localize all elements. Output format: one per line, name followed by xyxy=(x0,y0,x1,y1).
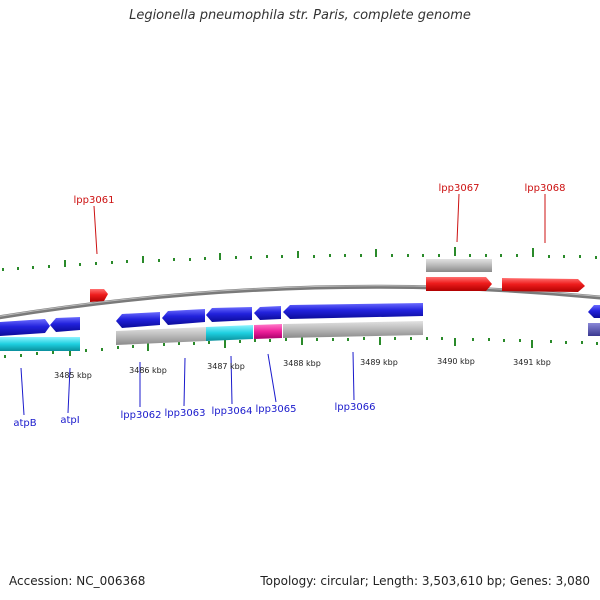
gene-atpB-rna[interactable] xyxy=(0,337,80,351)
reverse-features xyxy=(0,303,600,351)
rna-track-cyan xyxy=(206,325,253,341)
bottom-gene-labels: atpB atpI lpp3062 lpp3063 lpp3064 lpp306… xyxy=(13,402,375,429)
rna-track-grey-1 xyxy=(116,327,206,345)
gene-lpp3066-arrow[interactable] xyxy=(283,303,423,319)
rna-track-magenta xyxy=(254,324,282,339)
scale-label: 3487 kbp xyxy=(207,362,245,371)
label-lpp3066[interactable]: lpp3066 xyxy=(335,402,376,413)
gene-lpp3064-arrow[interactable] xyxy=(206,307,252,322)
gene-edge-arrow[interactable] xyxy=(588,305,600,318)
scale-label: 3486 kbp xyxy=(129,366,167,375)
rna-track-grey-2 xyxy=(283,321,423,338)
label-lpp3063[interactable]: lpp3063 xyxy=(165,408,206,419)
label-leaders xyxy=(20,193,546,416)
scale-label: 3488 kbp xyxy=(283,359,321,368)
scale-label: 3490 kbp xyxy=(437,357,475,366)
gene-lpp3068-arrow[interactable] xyxy=(502,278,585,292)
label-lpp3068[interactable]: lpp3068 xyxy=(525,183,566,194)
accession-label: Accession: NC_006368 xyxy=(9,574,146,588)
scale-label: 3489 kbp xyxy=(360,358,398,367)
gene-edge-purple[interactable] xyxy=(588,323,600,336)
scale-label: 3491 kbp xyxy=(513,358,551,367)
gene-atpI-arrow[interactable] xyxy=(50,317,80,332)
outer-tick-arc xyxy=(2,247,597,271)
label-lpp3061[interactable]: lpp3061 xyxy=(74,195,115,206)
topology-summary: Topology: circular; Length: 3,503,610 bp… xyxy=(260,574,590,588)
gene-lpp3067-rna[interactable] xyxy=(426,259,492,272)
inner-tick-arc xyxy=(4,337,598,358)
label-atpB[interactable]: atpB xyxy=(13,418,36,429)
scale-label: 3485 kbp xyxy=(54,371,92,380)
gene-lpp3067-arrow[interactable] xyxy=(426,277,492,291)
map-title: Legionella pneumophila str. Paris, compl… xyxy=(129,8,471,23)
gene-lpp3063-arrow[interactable] xyxy=(162,309,205,325)
label-lpp3067[interactable]: lpp3067 xyxy=(439,183,480,194)
forward-features xyxy=(90,259,585,302)
gene-lpp3065-arrow[interactable] xyxy=(254,306,281,320)
gene-lpp3061-arrow[interactable] xyxy=(90,289,108,302)
gene-lpp3062-arrow[interactable] xyxy=(116,312,160,328)
label-lpp3065[interactable]: lpp3065 xyxy=(256,404,297,415)
scale-labels: 3485 kbp 3486 kbp 3487 kbp 3488 kbp 3489… xyxy=(54,357,551,380)
label-lpp3062[interactable]: lpp3062 xyxy=(121,410,162,421)
gene-atpB-arrow[interactable] xyxy=(0,319,50,336)
top-gene-labels: lpp3061 lpp3067 lpp3068 xyxy=(74,183,566,206)
label-lpp3064[interactable]: lpp3064 xyxy=(212,406,253,417)
label-atpI[interactable]: atpI xyxy=(60,415,79,426)
